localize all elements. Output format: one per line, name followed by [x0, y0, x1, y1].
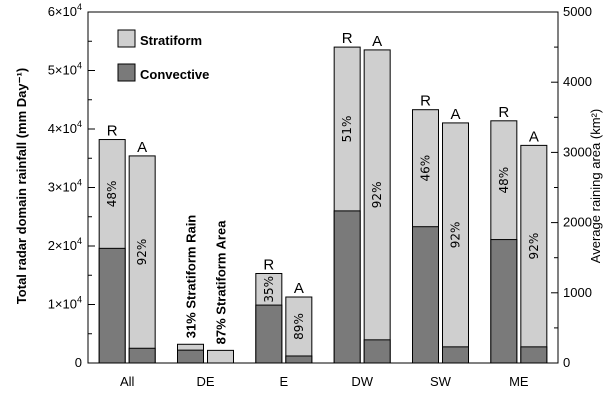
y-tick-label-base: 2×10: [48, 238, 77, 253]
pct-label-r-all: 48%: [105, 181, 119, 208]
y2-axis-title: Average raining area (km²): [588, 109, 603, 263]
y-tick-label-base: 0: [75, 355, 82, 370]
x-tick-label-dw: DW: [351, 374, 373, 389]
bar-r-convective-dw: [333, 210, 361, 364]
bar-a-convective-all: [128, 347, 156, 364]
pct-label-r-sw: 46%: [419, 155, 433, 182]
legend-swatch-convective: [117, 63, 136, 82]
bar-labels: R 48% A 92% 31% Stratiform Rain 87% Stratifor…: [105, 30, 541, 344]
bar-a-stratiform-sw: [442, 122, 469, 364]
y2-tick-label: 4000: [563, 74, 592, 89]
y-tick-label: 0: [75, 355, 82, 370]
y-tick-label: 4×104: [48, 119, 82, 136]
bar-r-convective-de: [177, 349, 204, 364]
y2-tick-label: 3000: [563, 144, 592, 159]
bar-tag-a-me: A: [529, 128, 539, 145]
legend-swatch-stratiform: [117, 29, 136, 48]
bar-tag-a-dw: A: [372, 33, 382, 50]
bar-tag-r-all: R: [107, 123, 118, 140]
y-tick-label: 6×104: [48, 2, 82, 19]
pct-label-a-all: 92%: [135, 239, 149, 266]
bar-tag-a-all: A: [137, 139, 147, 156]
bar-r-convective-sw: [412, 226, 439, 364]
bar-r-convective-me: [490, 239, 518, 364]
y2-tick-label: 2000: [563, 215, 592, 230]
pct-label-r-e: 35%: [262, 276, 276, 303]
pct-label-a-e: 89%: [292, 313, 306, 340]
y-tick-label-base: 1×10: [48, 297, 77, 312]
y-axis-title: Total radar domain rainfall (mm Day⁻¹): [14, 68, 29, 304]
bar-a-stratiform-all: [128, 155, 156, 364]
y-tick-label: 2×104: [48, 236, 82, 253]
bar-a-convective-sw: [442, 346, 469, 364]
pct-label-r-me: 48%: [497, 167, 511, 194]
bars: [98, 46, 548, 364]
bar-a-convective-dw: [363, 339, 391, 364]
bar-tag-r-e: R: [263, 256, 274, 273]
y-tick-label: 5×104: [48, 61, 82, 78]
x-tick-label-e: E: [279, 374, 288, 389]
pct-label-a-sw: 92%: [449, 222, 463, 249]
y-tick-label-exponent: 4: [77, 236, 82, 246]
pct-label-r-dw: 51%: [340, 116, 354, 143]
bar-tag-a-e: A: [294, 280, 304, 297]
y2-tick-label: 5000: [563, 4, 592, 19]
bar-a-convective-e: [285, 355, 313, 364]
bar-a-convective-me: [520, 346, 548, 364]
x-tick-label-sw: SW: [430, 374, 452, 389]
y-tick-label-base: 6×10: [48, 4, 77, 19]
annotation-a-stratiform: 87% Stratiform Area: [214, 220, 229, 345]
bar-a-stratiform-me: [520, 144, 548, 364]
y2-tick-label: 0: [563, 355, 570, 370]
bar-r-convective-all: [98, 247, 126, 364]
y-tick-label: 3×104: [48, 178, 82, 195]
y-tick-label-exponent: 4: [77, 61, 82, 71]
x-tick-label-me: ME: [509, 374, 529, 389]
y-tick-label-base: 3×10: [48, 180, 77, 195]
pct-label-a-me: 92%: [527, 233, 541, 260]
plot-frame: [87, 11, 559, 364]
y-tick-label-exponent: 4: [77, 2, 82, 12]
axes: All DE E DW SW ME01×1042×1043×1044×1045×1046×…: [48, 2, 592, 389]
y-tick-label-exponent: 4: [77, 119, 82, 129]
bar-tag-r-me: R: [498, 104, 509, 121]
pct-label-a-dw: 92%: [370, 182, 384, 209]
y-tick-label-exponent: 4: [77, 178, 82, 188]
annotation-r-stratiform: 31% Stratiform Rain: [184, 215, 199, 339]
bar-tag-a-sw: A: [450, 106, 460, 123]
legend-label-stratiform: Stratiform: [140, 33, 202, 48]
legend-label-convective: Convective: [140, 67, 209, 82]
y-tick-label: 1×104: [48, 295, 82, 312]
y-tick-label-base: 4×10: [48, 121, 77, 136]
bar-tag-r-sw: R: [420, 93, 431, 110]
x-tick-label-all: All: [120, 374, 135, 389]
bar-tag-r-dw: R: [342, 30, 353, 47]
legend: Stratiform Convective: [117, 29, 209, 82]
bar-r-convective-e: [255, 304, 283, 364]
y-tick-label-exponent: 4: [77, 295, 82, 305]
y-tick-label-base: 5×10: [48, 63, 77, 78]
x-tick-label-de: DE: [196, 374, 214, 389]
y2-tick-label: 1000: [563, 285, 592, 300]
bar-a-stratiform-de: [207, 349, 234, 364]
